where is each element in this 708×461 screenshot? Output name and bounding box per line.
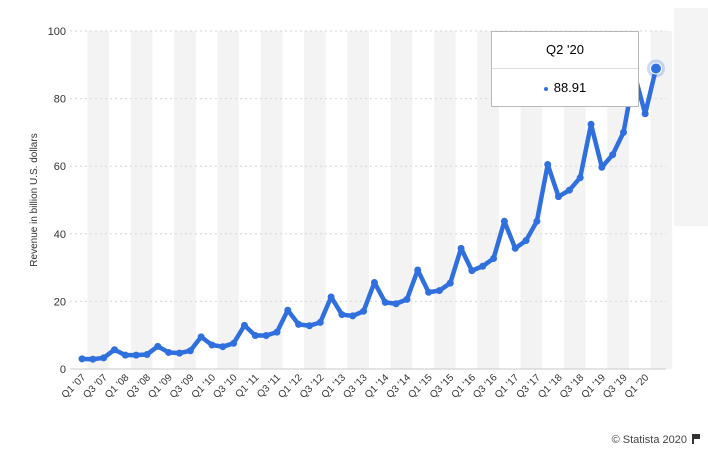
y-axis-ticks: 0 20 40 60 80 100 [48,26,66,376]
data-point[interactable] [446,279,454,287]
data-point[interactable] [360,307,368,315]
data-point[interactable] [165,348,173,356]
data-point[interactable] [295,320,303,328]
data-point[interactable] [327,293,335,301]
column-band [217,31,240,369]
tooltip-body: 88.91 [492,69,638,107]
data-point[interactable] [197,333,205,341]
y-tick-label: 0 [60,364,66,376]
data-point[interactable] [479,262,487,270]
data-point[interactable] [522,237,530,245]
data-point[interactable] [403,295,411,303]
data-point[interactable] [110,346,118,354]
data-point[interactable] [338,311,346,319]
tooltip-label: Q2 '20 [492,32,638,69]
data-point[interactable] [305,322,313,330]
data-point[interactable] [576,174,584,182]
data-point[interactable] [392,300,400,308]
column-band [563,31,586,369]
y-tick-label: 60 [54,161,66,173]
y-tick-label: 20 [54,296,66,308]
data-point[interactable] [511,244,519,252]
data-point[interactable] [490,254,498,262]
data-point[interactable] [100,354,108,362]
tooltip-dot-icon [543,86,548,91]
data-point[interactable] [555,193,563,201]
data-point[interactable] [533,217,541,225]
x-tick-label: Q3 '10 [211,372,240,401]
data-point[interactable] [78,355,86,363]
data-point[interactable] [650,62,662,75]
column-band [650,31,673,369]
column-band [174,31,196,369]
data-point[interactable] [89,355,97,363]
data-point[interactable] [370,278,378,286]
side-panel [674,8,708,226]
credit-text: © Statista 2020 [611,434,687,446]
data-point[interactable] [349,312,357,320]
data-point[interactable] [425,288,433,296]
data-point[interactable] [208,341,216,349]
y-axis-label: Revenue in billion U.S. dollars [29,133,40,266]
data-point[interactable] [121,351,129,359]
data-point[interactable] [132,351,140,359]
flag-icon[interactable] [692,434,700,444]
data-point[interactable] [565,186,573,194]
data-point[interactable] [641,110,649,118]
data-point[interactable] [143,350,151,358]
data-point[interactable] [154,342,162,350]
data-point[interactable] [609,151,617,159]
column-band [433,31,456,369]
column-band [87,31,110,369]
data-point[interactable] [175,349,183,357]
data-point[interactable] [598,163,606,171]
tooltip: Q2 '20 88.91 [491,31,639,107]
data-point[interactable] [230,339,238,347]
data-point[interactable] [457,244,465,252]
y-tick-label: 100 [48,26,66,38]
x-tick-label: Q1 '20 [623,372,652,401]
data-point[interactable] [251,332,259,340]
data-point[interactable] [587,120,595,128]
column-band [130,31,153,369]
y-tick-label: 80 [54,94,66,106]
column-band [260,31,283,369]
tooltip-value: 88.91 [553,80,587,95]
data-point[interactable] [620,128,628,136]
column-band [477,31,499,369]
data-point[interactable] [186,347,194,355]
column-band [607,31,629,369]
column-bands [87,31,673,369]
data-points [78,59,665,363]
statista-credit[interactable]: © Statista 2020 [612,434,700,446]
data-point[interactable] [381,298,389,306]
data-point[interactable] [273,328,281,336]
data-point[interactable] [544,161,552,169]
data-point[interactable] [316,318,324,326]
data-point[interactable] [240,321,248,329]
y-tick-label: 40 [54,229,66,241]
data-point[interactable] [219,343,227,351]
data-point[interactable] [435,287,443,295]
data-point[interactable] [468,267,476,275]
column-band [390,31,413,369]
column-band [520,31,543,369]
data-point[interactable] [284,306,292,314]
data-point[interactable] [500,217,508,225]
column-band [347,31,369,369]
data-point[interactable] [262,332,270,340]
column-band [304,31,326,369]
data-point[interactable] [414,266,422,274]
